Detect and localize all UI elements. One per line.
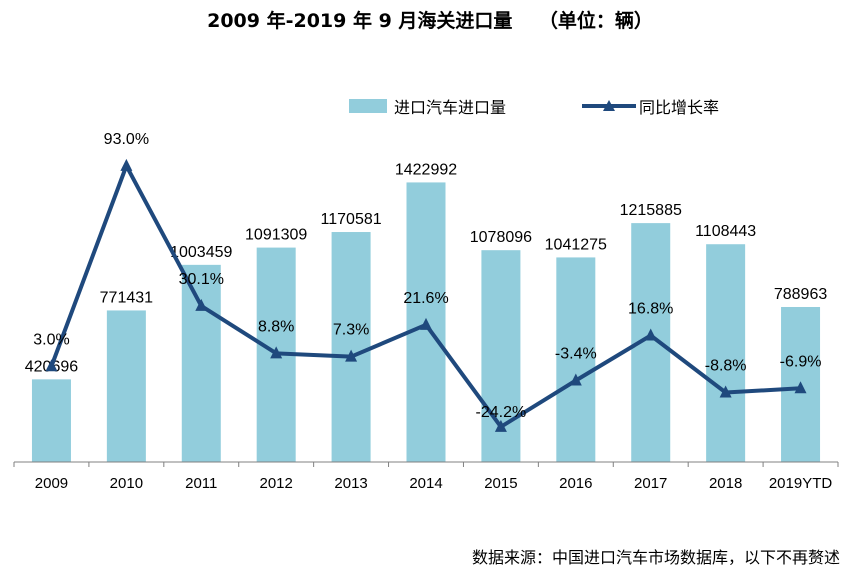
x-tick-label-2017: 2017 <box>634 475 667 492</box>
growth-marker-2012 <box>270 346 283 359</box>
x-tick-label-2019YTD: 2019YTD <box>769 475 833 492</box>
growth-marker-2010 <box>120 158 133 171</box>
x-tick-label-2014: 2014 <box>409 475 442 492</box>
bar-value-label-2012: 1091309 <box>245 227 307 244</box>
legend-line-marker <box>603 100 615 111</box>
x-tick-label-2010: 2010 <box>110 475 143 492</box>
growth-marker-2013 <box>345 349 358 362</box>
growth-label-2012: 8.8% <box>258 318 294 335</box>
growth-label-2009: 3.0% <box>33 331 69 348</box>
growth-label-2010: 93.0% <box>104 131 149 148</box>
growth-label-2016: -3.4% <box>555 346 597 363</box>
bar-2013 <box>331 232 371 462</box>
bar-value-label-2013: 1170581 <box>321 211 382 228</box>
line-group: 3.0% 93.0% 30.1% 8.8% 7.3% 21.6% -24.2% -3.4% 16… <box>33 131 821 432</box>
x-tick-label-2015: 2015 <box>484 475 517 492</box>
x-tick-label-2013: 2013 <box>334 475 367 492</box>
growth-marker-2009 <box>45 359 58 372</box>
bar-2016 <box>556 257 596 462</box>
growth-label-2017: 16.8% <box>628 301 673 318</box>
x-tick-label-2016: 2016 <box>559 475 592 492</box>
x-tick-label-2011: 2011 <box>185 475 217 492</box>
bar-value-label-2014: 1422992 <box>395 161 457 178</box>
bar-2010 <box>106 310 146 462</box>
bar-2018 <box>706 244 746 462</box>
bar-value-label-2017: 1215885 <box>620 202 682 219</box>
bars-group: 4206967714311003459109130911705811422992… <box>25 161 827 462</box>
bar-value-label-2019YTD: 788963 <box>774 286 827 303</box>
x-tick-label-2009: 2009 <box>35 475 68 492</box>
bar-value-label-2018: 1108443 <box>695 223 756 240</box>
growth-label-2015: -24.2% <box>476 404 527 421</box>
legend-bar-label: 进口汽车进口量 <box>394 98 506 117</box>
growth-marker-2016 <box>569 373 582 386</box>
x-tick-label-2018: 2018 <box>709 475 742 492</box>
x-axis: 2009 2010 2011 2012 2013 2014 2015 2016 2017 2018… <box>13 461 839 492</box>
bar-2011 <box>181 264 221 462</box>
growth-label-2018: -8.8% <box>705 358 747 375</box>
bar-value-label-2016: 1041275 <box>545 236 607 253</box>
chart-title: 2009 年-2019 年 9 月海关进口量 （单位：辆） <box>207 10 653 32</box>
bar-2009 <box>31 379 71 462</box>
growth-label-2013: 7.3% <box>333 322 369 339</box>
growth-label-2019YTD: -6.9% <box>780 353 822 370</box>
x-tick-label-2012: 2012 <box>259 475 292 492</box>
growth-marker-2017 <box>644 328 657 341</box>
legend-line-label: 同比增长率 <box>639 98 719 117</box>
growth-marker-2015 <box>494 419 507 432</box>
growth-label-2011: 30.1% <box>179 271 224 288</box>
legend-bar-swatch <box>349 99 387 113</box>
growth-marker-2018 <box>719 385 732 398</box>
growth-label-2014: 21.6% <box>403 290 448 307</box>
source-note: 数据来源：中国进口汽车市场数据库，以下不再赘述 <box>471 548 840 567</box>
growth-marker-2014 <box>420 317 432 330</box>
legend: 进口汽车进口量 同比增长率 <box>349 98 719 117</box>
bar-value-label-2015: 1078096 <box>470 229 532 246</box>
bar-value-label-2011: 1003459 <box>170 244 232 261</box>
bar-value-label-2010: 771431 <box>100 289 153 306</box>
growth-marker-2011 <box>195 298 208 311</box>
growth-marker-2019YTD <box>794 381 807 394</box>
